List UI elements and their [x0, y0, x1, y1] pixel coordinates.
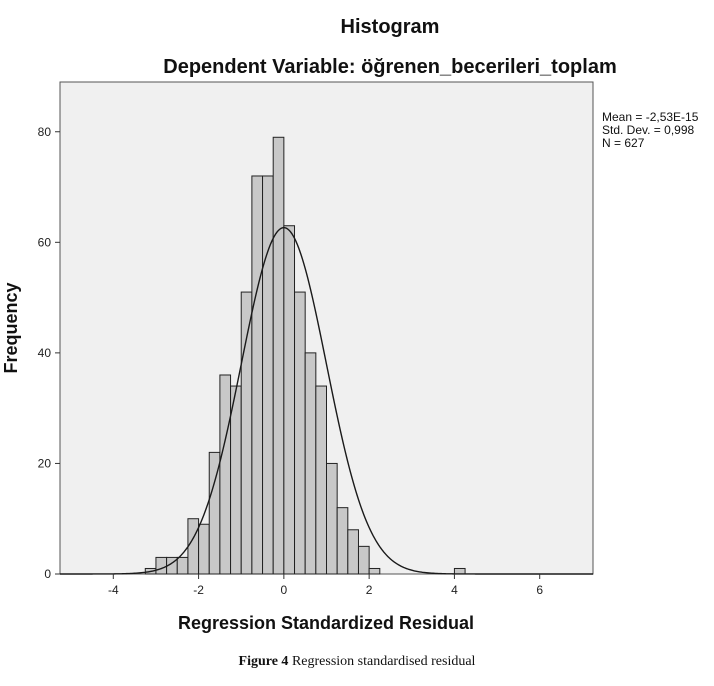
normal-curve: [60, 226, 593, 575]
histogram-bar-15: [304, 352, 317, 575]
histogram-bar-18: [336, 507, 349, 575]
x-tick-label: 6: [536, 583, 543, 597]
histogram-bar-10: [251, 175, 264, 575]
histogram-chart: Histogram Dependent Variable: öğrenen_be…: [1, 16, 699, 633]
histogram-bar-7: [219, 374, 232, 575]
chart-subtitle: Dependent Variable: öğrenen_becerileri_t…: [163, 56, 616, 78]
histogram-bar-1: [155, 556, 168, 575]
caption-text: Regression standardised residual: [288, 654, 476, 669]
stats-line: Mean = -2,53E-15: [602, 110, 699, 124]
x-axis-label: Regression Standardized Residual: [178, 613, 474, 633]
x-axis: -4 -2 0 2 4 6: [108, 574, 543, 597]
histogram-bar-16: [315, 385, 327, 575]
x-tick-label: 4: [451, 583, 458, 597]
y-tick-label: 40: [38, 346, 52, 360]
y-tick-label: 20: [38, 456, 52, 470]
histogram-bar-14: [294, 291, 306, 575]
caption-label: Figure 4: [238, 654, 289, 669]
histogram-bar-22: [453, 567, 466, 575]
y-tick-label: 60: [38, 235, 52, 249]
x-tick-label: 2: [366, 583, 373, 597]
stats-line: Std. Dev. = 0,998: [602, 123, 694, 137]
histogram-bar-3: [176, 556, 189, 575]
histogram-bar-4: [187, 518, 200, 575]
histogram-bar-11: [262, 175, 274, 575]
histogram-bar-9: [240, 291, 253, 575]
histogram-bar-21: [368, 567, 381, 575]
y-axis-label: Frequency: [1, 282, 21, 373]
histogram-bar-19: [347, 529, 359, 575]
figure-caption: Figure 4 Regression standardised residua…: [0, 654, 714, 670]
y-axis: 0 20 40 60 80: [38, 125, 60, 581]
x-tick-label: 0: [281, 583, 288, 597]
histogram-bar-17: [326, 462, 338, 575]
x-tick-label: -2: [193, 583, 204, 597]
histogram-bar-20: [357, 545, 370, 575]
histogram-bar-13: [283, 225, 296, 575]
histogram-bar-5: [198, 523, 210, 575]
y-tick-label: 0: [44, 567, 51, 581]
histogram-bars: [144, 136, 466, 575]
stats-line: N = 627: [602, 136, 645, 150]
histogram-bar-12: [272, 136, 285, 575]
chart-title: Histogram: [341, 16, 440, 38]
x-tick-label: -4: [108, 583, 119, 597]
histogram-bar-8: [230, 385, 242, 575]
y-tick-label: 80: [38, 125, 52, 139]
